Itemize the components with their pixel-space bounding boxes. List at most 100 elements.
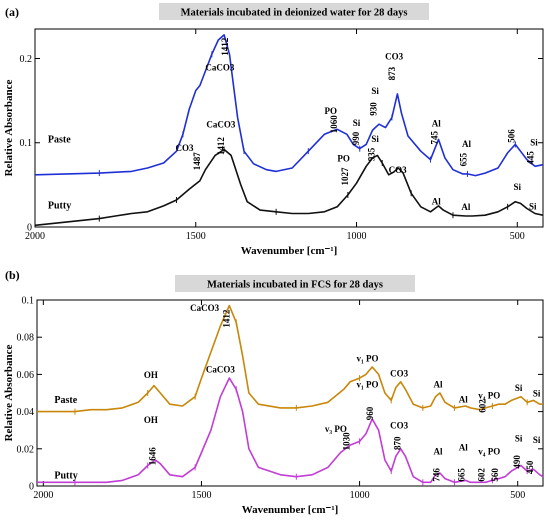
y-axis-title: Relative Absorbance (3, 79, 15, 176)
peak-annotation: OH (144, 370, 158, 380)
x-tick-label: 2000 (33, 490, 53, 501)
peak-annotation: 873 (387, 66, 397, 80)
y-tick-label: 0.06 (17, 370, 35, 381)
peak-annotation: Al (432, 196, 441, 206)
peak-annotation: Si (371, 134, 379, 144)
chart-title: Materials incubated in FCS for 28 days (207, 280, 383, 291)
peak-annotation: Si (533, 435, 541, 445)
peak-annotation: Si (533, 389, 541, 399)
y-tick-label: 0.1 (22, 296, 35, 307)
series-line-putty (37, 377, 544, 484)
series-line-paste (34, 34, 544, 177)
peak-annotation: 745 (430, 130, 440, 144)
series-line-putty (34, 148, 544, 227)
peak-annotation: CaCO3 (206, 365, 235, 375)
peak-annotation: Al (462, 139, 471, 149)
y-tick-label: 0 (29, 482, 34, 493)
chart-b-svg: (b) Materials incubated in FCS for 28 day… (3, 268, 544, 516)
plot-frame (34, 28, 544, 228)
title-banner (175, 275, 415, 292)
peak-annotation: CO3 (176, 143, 195, 153)
peak-annotation: 560 (490, 468, 500, 482)
peak-annotation: 602 (477, 399, 487, 413)
peak-annotation: CO3 (390, 420, 409, 430)
peak-annotation: 990 (351, 131, 361, 145)
peak-annotation: v₁ PO (357, 353, 379, 363)
peak-annotation: Al (434, 379, 443, 389)
peak-annotation: PO (337, 153, 350, 163)
peak-annotation: 506 (507, 129, 517, 143)
peak-annotation: 655 (458, 152, 468, 166)
peak-annotation: 490 (512, 455, 522, 469)
peak-annotation: 1646 (147, 447, 157, 466)
x-axis-title: Wavenumber [cm⁻¹] (241, 245, 338, 257)
peak-annotation: OH (144, 415, 158, 425)
peak-annotation: v₄ PO (478, 391, 500, 401)
series-label-putty: Putty (48, 200, 71, 211)
peak-annotation: 960 (365, 406, 375, 420)
peak-annotation: Si (514, 182, 522, 192)
panel-label: (b) (5, 268, 20, 282)
peak-annotation: 930 (368, 102, 378, 116)
peak-annotation: CaCO3 (206, 120, 235, 130)
chart-title: Materials incubated in deionized water f… (181, 8, 408, 19)
peak-annotation: 1412 (220, 37, 230, 56)
peak-annotation: CO3 (385, 51, 404, 61)
peak-annotation: 870 (393, 436, 403, 450)
series-label-putty: Putty (54, 471, 77, 482)
y-tick-label: 0.08 (17, 333, 35, 344)
x-tick-label: 1500 (191, 490, 211, 501)
peak-annotation: 1030 (341, 432, 351, 451)
peak-annotation: Si (515, 383, 523, 393)
peak-annotation: v₄ PO (478, 446, 500, 456)
panel-label: (a) (5, 5, 19, 19)
peak-annotation: v₁ PO (357, 379, 379, 389)
series-line-paste (37, 304, 543, 413)
x-tick-label: 2000 (25, 231, 45, 242)
peak-annotation: Si (529, 201, 537, 211)
peak-annotation: 1412 (216, 137, 226, 156)
plot-frame (36, 299, 544, 487)
x-axis-title: Wavenumber [cm⁻¹] (242, 504, 339, 516)
peak-annotation: v₃ PO (325, 424, 347, 434)
series-label-paste: Paste (54, 395, 77, 406)
peak-annotation: CO3 (389, 165, 408, 175)
peak-annotation: Al (459, 443, 468, 453)
x-tick-label: 1000 (347, 231, 367, 242)
peak-annotation: Si (515, 433, 523, 443)
peak-annotation: CaCO3 (190, 303, 219, 313)
chart-a-svg: (a) Materials incubated in deionized wate… (3, 3, 544, 257)
series-label-paste: Paste (48, 135, 71, 146)
peak-annotation: 665 (457, 468, 467, 482)
peak-annotation: 1060 (329, 115, 339, 134)
chart-panel-a: (a) Materials incubated in deionized wate… (0, 0, 550, 262)
y-tick-label: 0.04 (17, 407, 35, 418)
title-banner (159, 3, 429, 20)
peak-annotation: 1487 (192, 152, 202, 171)
y-axis-title: Relative Absorbance (3, 344, 15, 441)
peak-annotation: Al (432, 119, 441, 129)
y-tick-label: 0.02 (17, 444, 35, 455)
peak-annotation: CO3 (390, 368, 409, 378)
peak-annotation: Si (371, 86, 379, 96)
peak-annotation: 1412 (221, 309, 231, 328)
x-tick-label: 1000 (350, 490, 370, 501)
x-tick-label: 1500 (186, 231, 206, 242)
x-tick-label: 500 (510, 490, 525, 501)
peak-annotation: 445 (525, 151, 535, 165)
peak-annotation: CaCO3 (205, 62, 234, 72)
chart-panel-b: (b) Materials incubated in FCS for 28 day… (0, 263, 550, 525)
peak-annotation: 602 (476, 468, 486, 482)
peak-annotation: 935 (367, 147, 377, 161)
peak-annotation: Al (459, 394, 468, 404)
x-tick-label: 500 (510, 231, 525, 242)
peak-annotation: Al (434, 446, 443, 456)
peak-annotation: 746 (431, 468, 441, 482)
y-tick-label: 0.1 (20, 138, 33, 149)
peak-annotation: Si (530, 137, 538, 147)
peak-annotation: Al (461, 202, 470, 212)
peak-annotation: 1027 (340, 167, 350, 186)
y-tick-label: 0 (27, 223, 32, 234)
y-tick-label: 0.2 (20, 54, 33, 65)
peak-annotation: PO (325, 106, 338, 116)
